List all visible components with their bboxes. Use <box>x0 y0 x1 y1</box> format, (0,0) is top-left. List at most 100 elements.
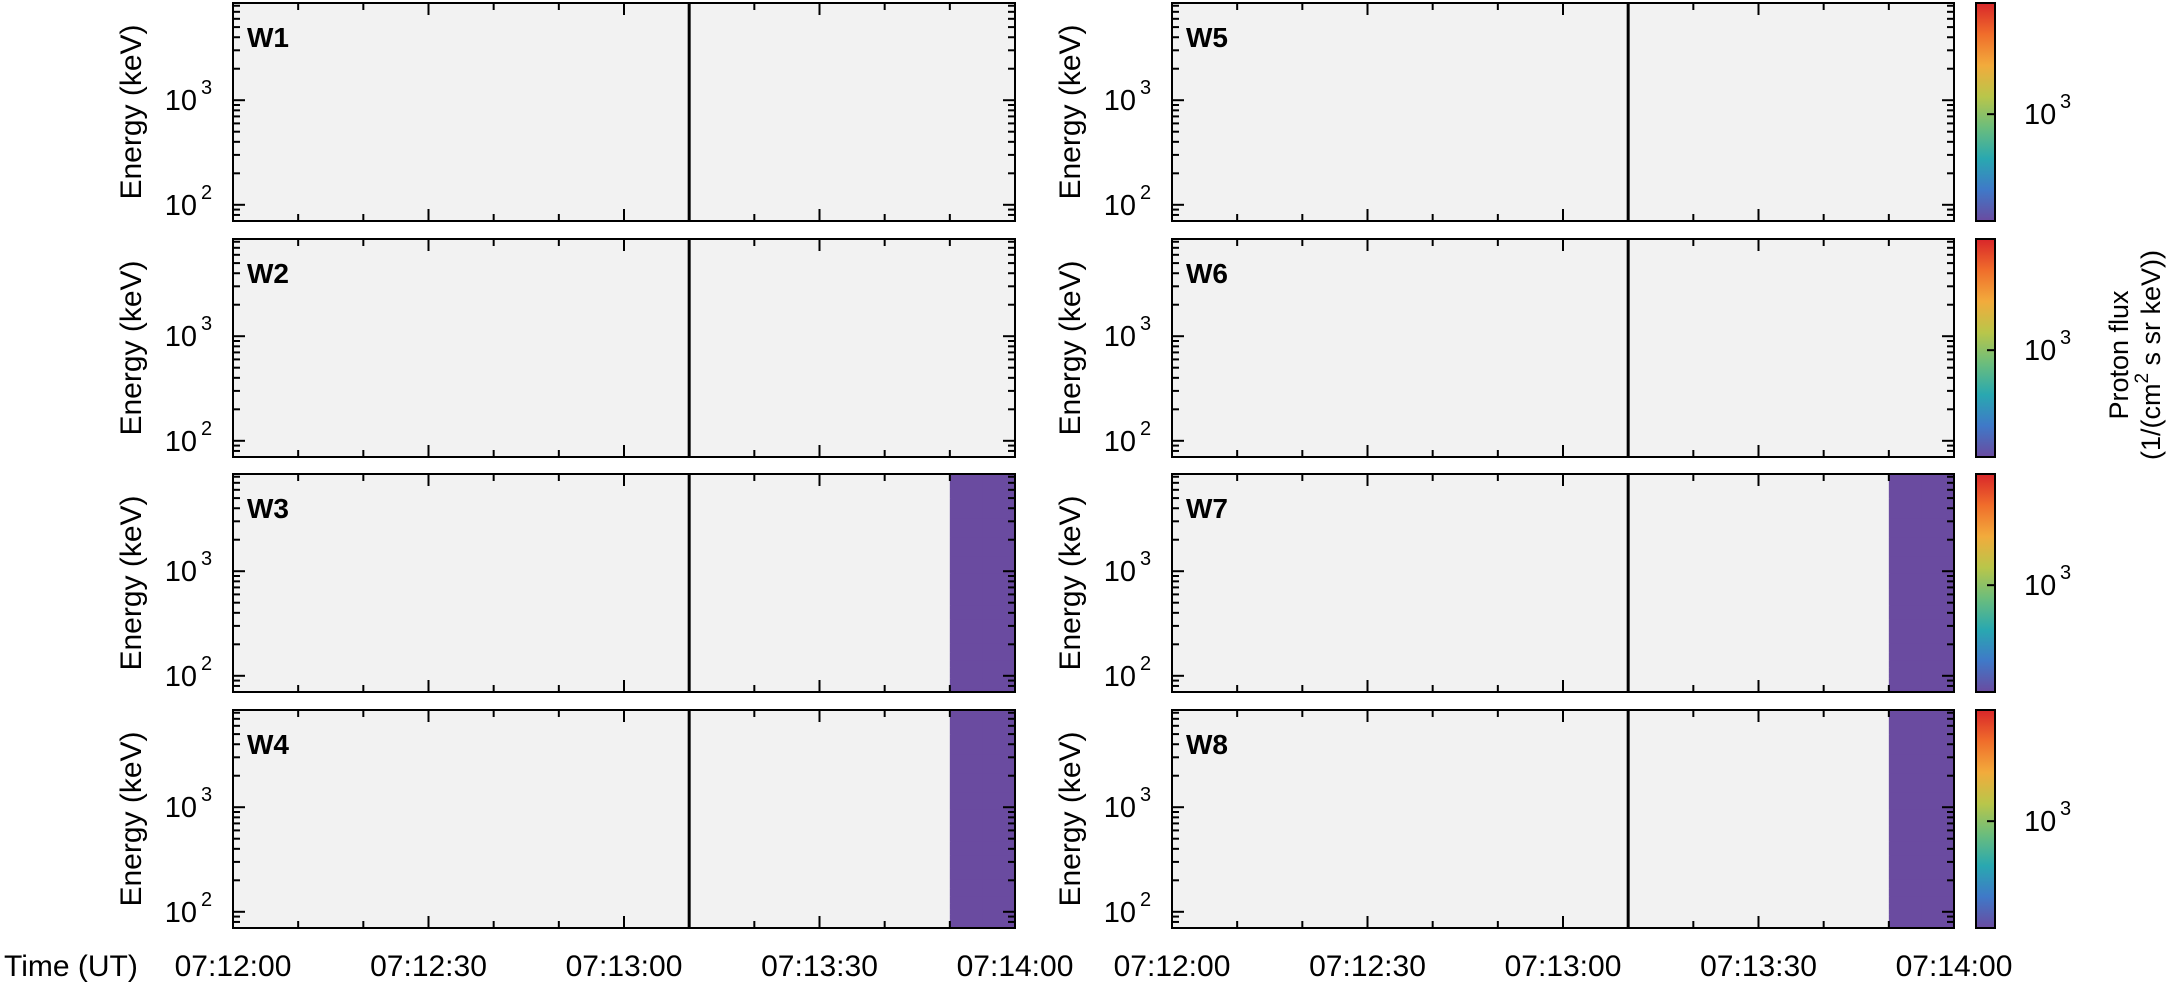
flux-cell <box>1432 148 1466 162</box>
flux-cell <box>298 631 332 644</box>
flux-cell <box>1465 188 1473 197</box>
flux-cell <box>1823 867 1857 880</box>
flux-cell <box>754 908 788 915</box>
flux-cell <box>689 651 723 661</box>
flux-cell <box>982 589 1016 606</box>
flux-cell <box>1204 924 1238 929</box>
flux-cell <box>656 672 690 679</box>
flux-cell <box>1628 555 1662 574</box>
flux-cell <box>1367 734 1401 755</box>
flux-cell <box>1693 666 1727 674</box>
flux-cell <box>1172 283 1206 303</box>
flux-cell <box>624 683 658 690</box>
flux-cell <box>1888 791 1922 810</box>
flux-cell <box>819 867 853 880</box>
flux-cell <box>1367 642 1401 653</box>
flux-cell <box>428 895 462 904</box>
flux-cell <box>1400 887 1434 897</box>
flux-cell <box>1823 809 1857 826</box>
flux-cell <box>786 683 820 690</box>
flux-cell <box>1725 924 1759 929</box>
flux-cell <box>917 908 951 915</box>
flux-cell <box>1269 66 1303 86</box>
flux-cell <box>1334 841 1368 856</box>
flux-cell <box>1432 642 1466 653</box>
flux-cell <box>884 841 918 856</box>
colorbar-frame <box>1975 2 1996 222</box>
flux-cell <box>884 902 918 910</box>
flux-cell <box>558 825 592 842</box>
flux-cell <box>1204 384 1238 398</box>
flux-cell <box>1334 320 1368 339</box>
flux-cell <box>754 678 788 684</box>
flux-cell <box>493 320 527 339</box>
flux-cell <box>656 791 690 810</box>
flux-cell <box>298 416 332 426</box>
flux-cell <box>786 573 820 590</box>
flux-cell <box>330 263 364 284</box>
flux-cell <box>1497 924 1531 929</box>
flux-cell <box>1856 683 1890 690</box>
flux-cell <box>852 841 886 856</box>
flux-cell <box>721 678 755 684</box>
flux-cell <box>1334 672 1368 679</box>
flux-cell <box>1530 573 1564 590</box>
flux-cell <box>591 573 625 590</box>
flux-cell <box>1791 841 1825 856</box>
flux-cell <box>1237 619 1271 633</box>
flux-cell <box>1237 589 1271 606</box>
flux-cell <box>1334 354 1368 371</box>
flux-cell <box>917 902 951 910</box>
flux-cell <box>1302 773 1336 793</box>
flux-cell <box>1367 118 1401 135</box>
flux-cell <box>265 498 299 519</box>
flux-cell <box>786 659 820 668</box>
flux-cell <box>1172 217 1206 222</box>
flux-cell <box>1237 338 1271 355</box>
flux-cell <box>1334 537 1368 557</box>
flux-cell <box>819 605 853 620</box>
flux-cell <box>493 642 527 653</box>
flux-cell <box>1432 791 1466 810</box>
flux-cell <box>428 102 462 119</box>
flux-cell <box>558 678 592 684</box>
flux-cell <box>1693 573 1727 590</box>
flux-cell <box>819 841 853 856</box>
flux-cell <box>1888 809 1922 826</box>
flux-cell <box>656 659 690 668</box>
y-tick-label: 10 <box>165 190 197 222</box>
flux-cell <box>1302 370 1336 385</box>
flux-cell <box>591 902 625 910</box>
flux-cell <box>689 474 723 499</box>
flux-cell <box>1237 924 1271 929</box>
flux-cell <box>1921 908 1955 915</box>
flux-cell <box>982 734 1016 755</box>
y-tick-label-exponent: 3 <box>201 313 212 335</box>
flux-cell <box>1204 148 1238 162</box>
flux-cell <box>624 791 658 810</box>
flux-cell <box>461 642 495 653</box>
flux-cell <box>1204 908 1238 915</box>
flux-cell <box>461 895 495 904</box>
flux-cell <box>330 651 364 661</box>
flux-cell <box>233 201 267 208</box>
flux-cell <box>493 188 527 197</box>
x-tick-label: 07:12:00 <box>175 950 292 983</box>
flux-cell <box>1432 659 1466 668</box>
flux-cell <box>428 855 462 869</box>
flux-cell <box>1465 384 1473 398</box>
flux-cell <box>330 188 364 197</box>
flux-cell <box>526 453 534 458</box>
flux-cell <box>330 867 364 880</box>
flux-cell <box>656 688 690 693</box>
flux-cell <box>819 895 853 904</box>
flux-cell <box>1367 27 1401 48</box>
flux-cell <box>1334 396 1368 409</box>
flux-cell <box>917 683 951 690</box>
flux-cell <box>689 867 723 880</box>
flux-cell <box>624 754 658 774</box>
flux-cell <box>917 474 951 499</box>
flux-cell <box>1921 919 1955 926</box>
flux-cell <box>1334 642 1368 653</box>
flux-cell <box>298 370 332 385</box>
